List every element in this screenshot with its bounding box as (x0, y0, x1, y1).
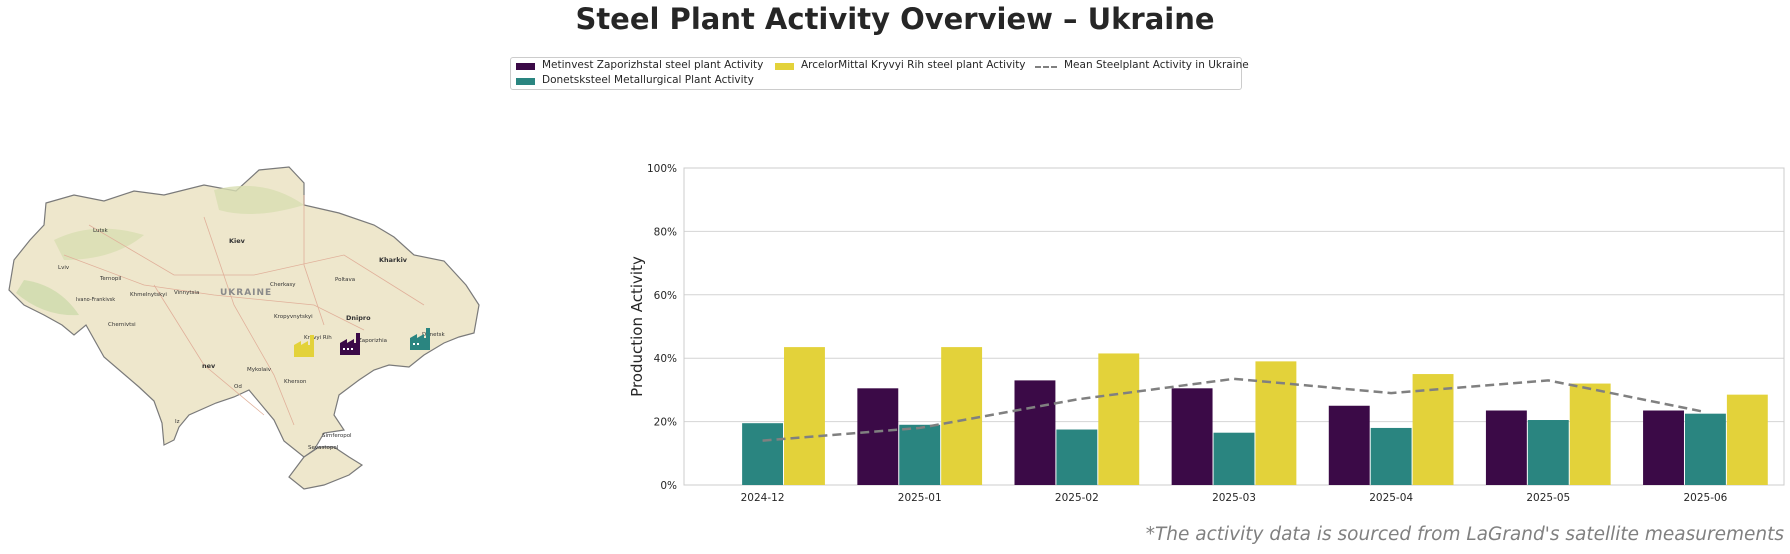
x-tick-label: 2025-03 (1212, 492, 1256, 504)
city-label: Lviv (58, 265, 70, 271)
city-label: Simferopol (322, 433, 352, 439)
city-label: Ivano-Frankivsk (76, 297, 115, 303)
y-tick-label: 0% (660, 480, 677, 492)
city-label: Kryvyi Rih (304, 335, 332, 341)
bar-0-2025-06 (1643, 410, 1684, 485)
bar-1-2025-05 (1527, 420, 1569, 485)
city-label: Kharkiv (379, 256, 408, 264)
bar-2-2024-12 (784, 347, 825, 485)
city-labels: Lutsk Kiev Kharkiv Lviv Ternopil Khmelny… (58, 228, 445, 451)
y-tick-label: 80% (654, 226, 677, 238)
y-tick-label: 60% (654, 290, 677, 302)
city-label: Kherson (284, 379, 307, 385)
mean-activity-line (762, 377, 1706, 442)
forest-patch (214, 185, 304, 214)
x-tick-label: 2024-12 (741, 492, 785, 504)
bar-0-2025-02 (1014, 380, 1056, 485)
legend-label-donetsksteel: Donetsksteel Metallurgical Plant Activit… (542, 74, 754, 86)
bar-2-2025-02 (1098, 353, 1140, 485)
forest-patch (16, 280, 79, 316)
road-network (63, 195, 425, 426)
bar-2-2025-04 (1412, 374, 1454, 485)
bar-0-2025-03 (1171, 388, 1213, 485)
bar-1-2024-12 (742, 423, 784, 485)
ukraine-map: Lutsk Kiev Kharkiv Lviv Ternopil Khmelny… (8, 166, 480, 490)
city-label: Vinnytsia (174, 290, 199, 296)
bar-1-2025-03 (1213, 432, 1255, 485)
bar-1-2025-04 (1370, 427, 1412, 485)
city-label: Donetsk (422, 332, 445, 338)
city-label: Dnipro (346, 314, 371, 322)
x-tick-label: 2025-04 (1369, 492, 1413, 504)
bar-2-2025-01 (941, 347, 983, 485)
factory-icon (410, 328, 430, 350)
city-label: Ternopil (99, 276, 122, 282)
x-tick-label: 2025-01 (898, 492, 942, 504)
bar-2-2025-06 (1726, 394, 1768, 485)
legend-label-metinvest: Metinvest Zaporizhstal steel plant Activ… (542, 59, 764, 71)
x-tick-label: 2025-05 (1526, 492, 1570, 504)
city-label: Khmelnytskyi (130, 292, 167, 298)
source-note: *The activity data is sourced from LaGra… (1145, 524, 1784, 545)
city-label: Iz (175, 419, 180, 425)
country-label: UKRAINE (220, 288, 272, 298)
legend-swatch-arcelormittal (775, 63, 794, 70)
city-label: nev (202, 362, 216, 370)
legend-label-mean: Mean Steelplant Activity in Ukraine (1064, 59, 1249, 71)
city-label: Sevastopol (308, 445, 339, 451)
chart-title: Steel Plant Activity Overview – Ukraine (575, 2, 1215, 36)
city-label: Kiev (229, 237, 246, 245)
city-label: Cherkasy (270, 282, 296, 288)
forest-patch (54, 228, 144, 260)
city-label: Poltava (335, 277, 355, 283)
city-label: Chernivtsi (108, 322, 136, 328)
y-tick-label: 40% (654, 353, 677, 365)
bar-2-2025-03 (1255, 361, 1297, 485)
legend: Metinvest Zaporizhstal steel plant Activ… (510, 57, 1249, 90)
bar-0-2025-05 (1485, 410, 1527, 485)
city-label: Zaporizhia (358, 338, 387, 344)
city-label: Lutsk (93, 228, 108, 234)
x-tick-label: 2025-06 (1683, 492, 1727, 504)
crimea-outline (288, 446, 364, 490)
bar-1-2025-02 (1056, 429, 1098, 485)
legend-swatch-metinvest (516, 63, 535, 70)
bar-1-2025-01 (899, 424, 941, 485)
city-label: Od (234, 384, 242, 390)
legend-swatch-mean (1035, 66, 1057, 68)
x-tick-label: 2025-02 (1055, 492, 1099, 504)
bar-0-2025-01 (857, 388, 899, 485)
city-label: Kropyvnytskyi (274, 314, 313, 320)
bar-0-2025-04 (1328, 405, 1370, 485)
city-label: Mykolaiv (247, 367, 272, 373)
bar-1-2025-06 (1684, 413, 1726, 485)
activity-bar-chart: 0% 20% 40% 60% 80% 100% Production Activity 202… (628, 163, 1785, 504)
factory-icon (340, 333, 360, 355)
bar-2-2025-05 (1569, 383, 1611, 485)
y-axis-label: Production Activity (628, 256, 646, 397)
y-tick-label: 100% (647, 163, 677, 175)
factory-icon (294, 335, 314, 357)
y-tick-label: 20% (654, 417, 677, 429)
legend-swatch-donetsksteel (516, 78, 535, 85)
legend-label-arcelormittal: ArcelorMittal Kryvyi Rih steel plant Act… (801, 59, 1026, 71)
